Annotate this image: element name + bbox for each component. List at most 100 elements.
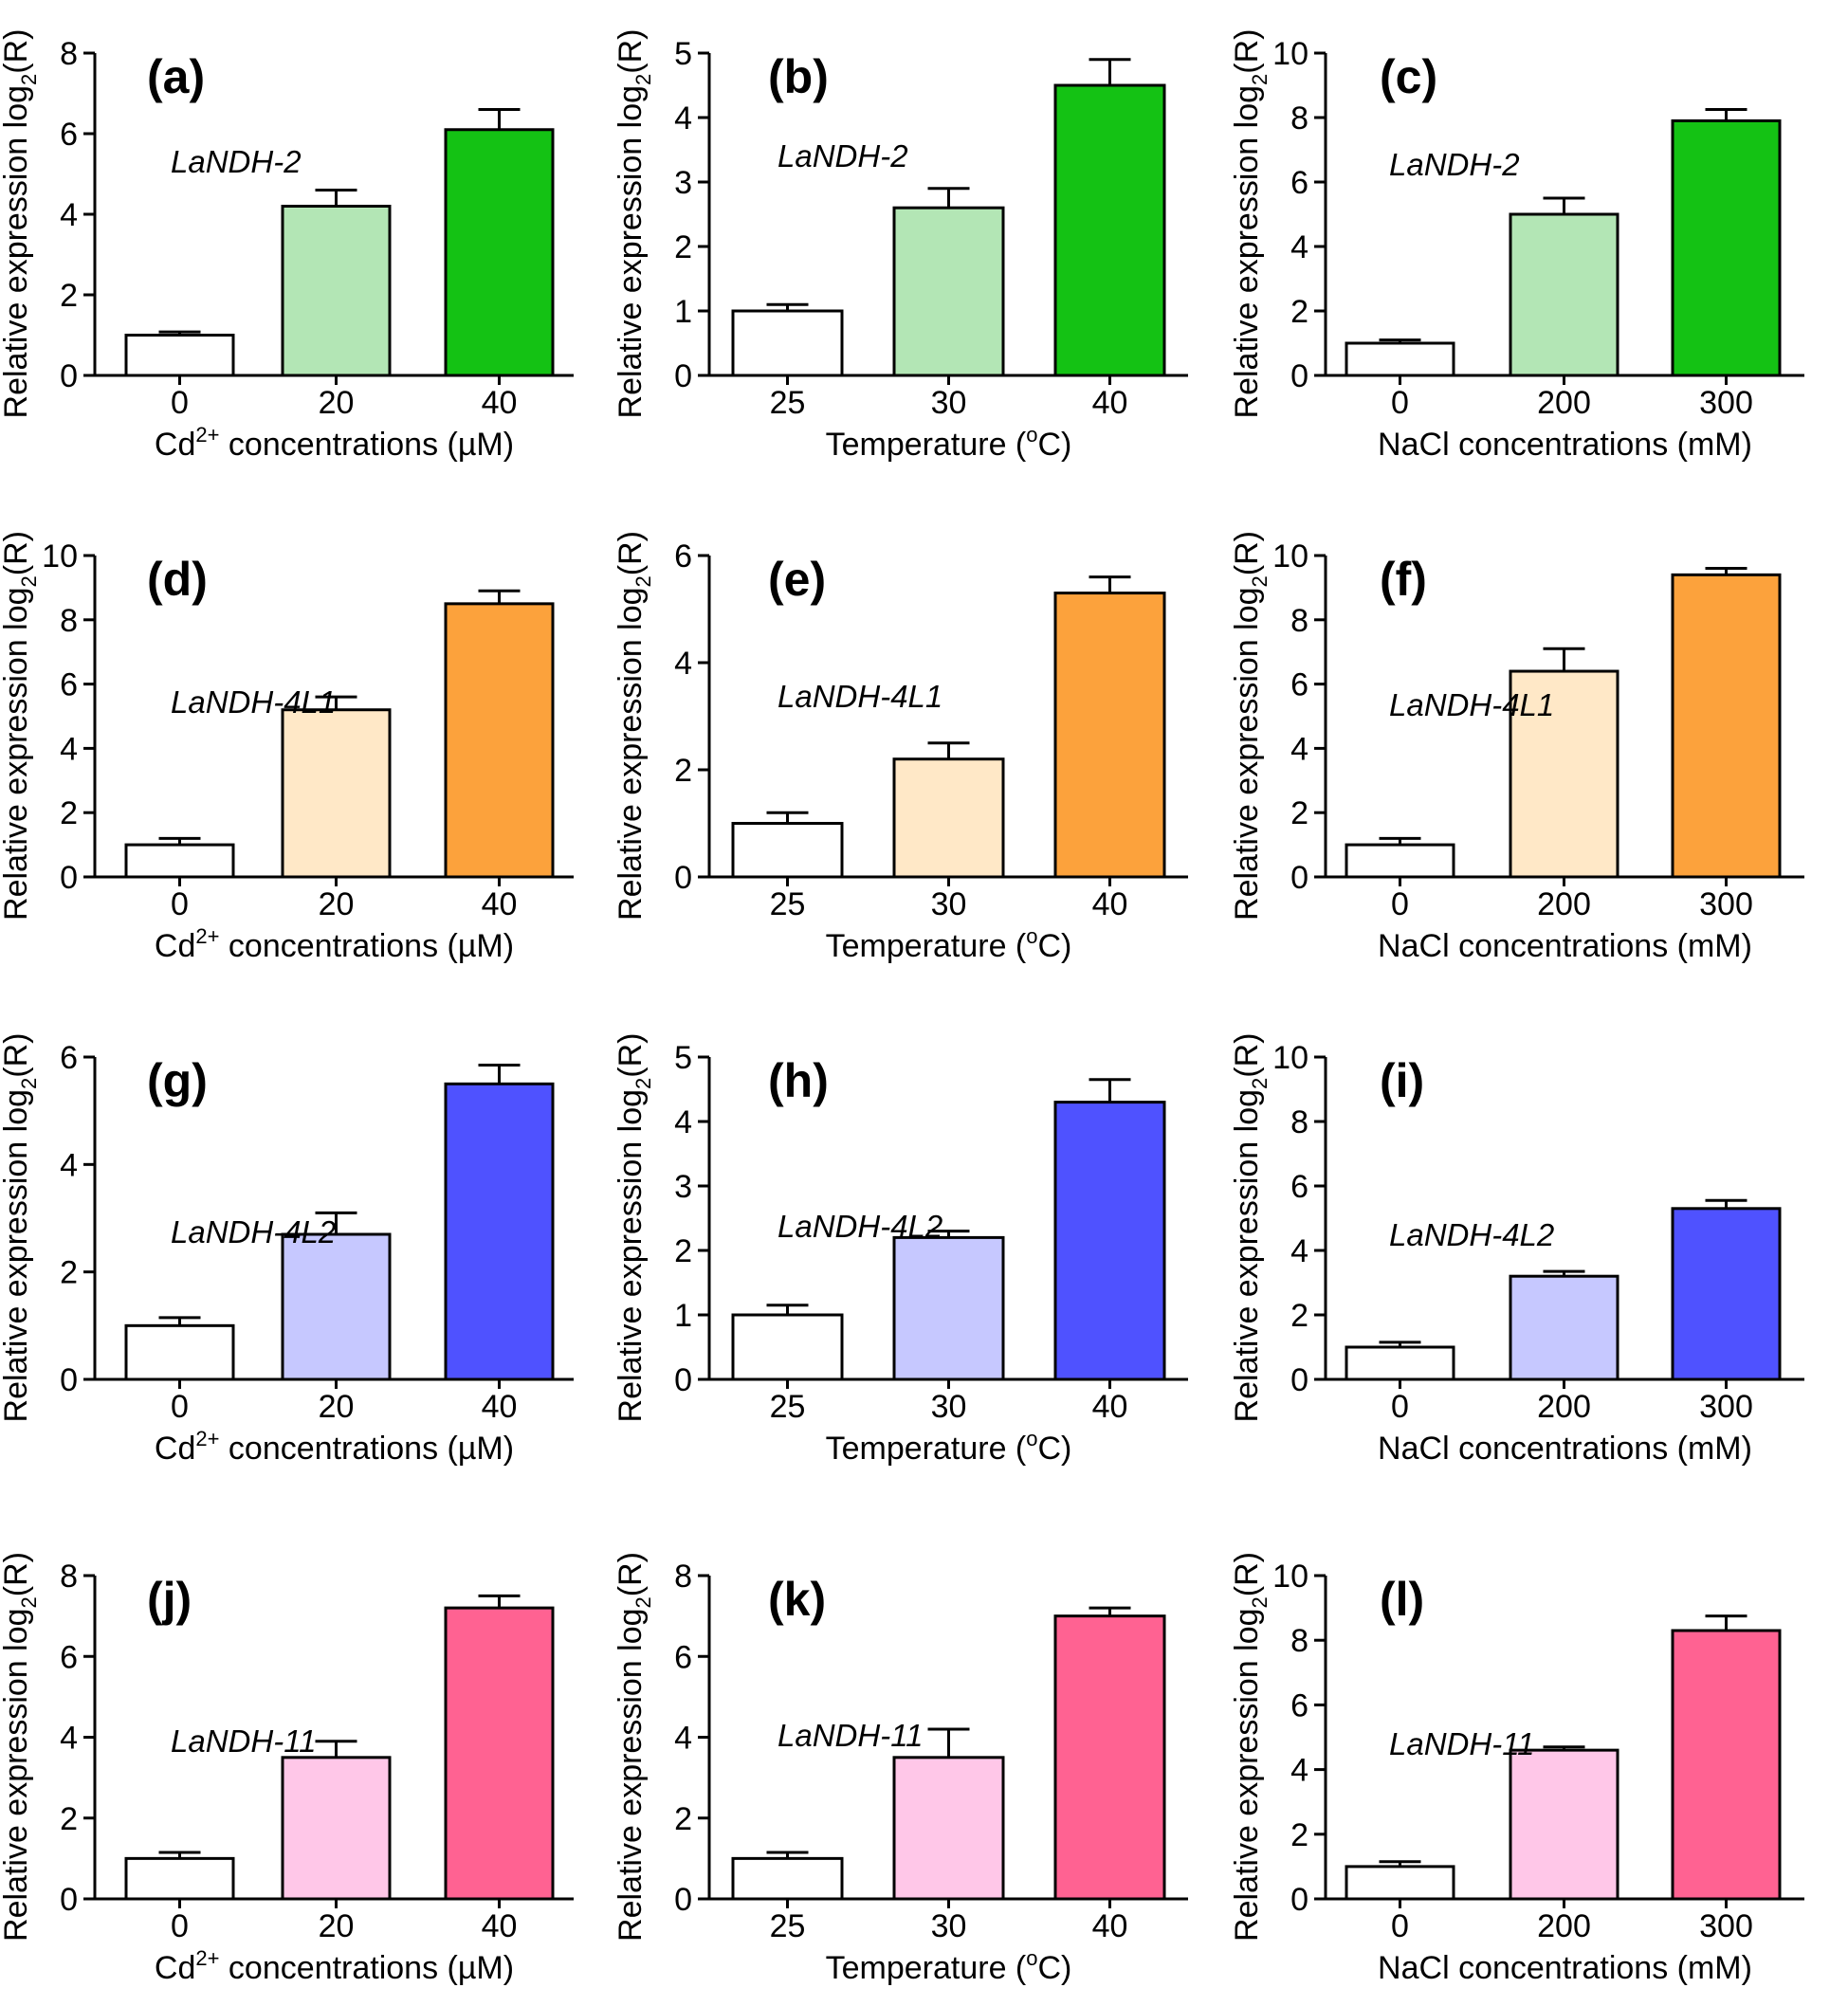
bar <box>892 1235 1005 1381</box>
panel-label: (i) <box>1380 1054 1424 1107</box>
x-axis-title-tail: concentrations (µM) <box>219 928 514 964</box>
x-axis-title-main: NaCl concentrations (mM) <box>1378 427 1752 463</box>
bar <box>1053 83 1166 377</box>
y-axis-title-tail: (R) <box>0 29 34 74</box>
y-tick-label: 6 <box>674 538 692 574</box>
bar <box>892 757 1005 879</box>
bar <box>892 1756 1005 1901</box>
x-tick-label: 0 <box>171 1908 189 1944</box>
y-axis-title: Relative expression log2(R) <box>613 1033 655 1423</box>
x-axis-title-tail: concentrations (µM) <box>219 1431 514 1467</box>
y-axis-title-tail: (R) <box>613 29 649 74</box>
bar <box>1345 843 1455 879</box>
y-axis-title-main: Relative expression log <box>1229 85 1265 419</box>
x-tick-label: 300 <box>1699 1908 1753 1944</box>
y-tick-label: 0 <box>674 358 692 394</box>
y-tick-label: 2 <box>60 1255 78 1291</box>
x-tick-label: 40 <box>1092 1908 1128 1944</box>
chart-panel: 0 1 2 3 4 5 25 30 40 Temperature (oC) Relative exp… <box>613 1033 1188 1467</box>
panel-label: (e) <box>768 553 826 606</box>
bar <box>281 205 392 377</box>
x-axis-title: NaCl concentrations (mM) <box>1378 1431 1752 1467</box>
x-tick-label: 30 <box>931 385 967 421</box>
y-axis-title: Relative expression log2(R) <box>0 531 41 921</box>
y-axis-title-main: Relative expression log <box>1229 587 1265 921</box>
panel-label: (g) <box>147 1054 208 1107</box>
bar <box>1345 341 1455 377</box>
bar <box>124 1856 235 1901</box>
panel-label: (k) <box>768 1573 826 1626</box>
gene-label: LaNDH-2 <box>1389 147 1520 182</box>
bar <box>731 309 844 377</box>
y-tick-label: 6 <box>60 667 78 703</box>
bar <box>1671 1629 1782 1901</box>
bar <box>281 1756 392 1901</box>
y-axis-title-subscript: 2 <box>17 74 41 85</box>
bar <box>124 1323 235 1381</box>
y-tick-label: 10 <box>42 538 78 574</box>
y-axis-title-subscript: 2 <box>1248 1078 1272 1089</box>
x-axis-title-main: Temperature ( <box>826 1950 1027 1986</box>
y-axis-title-tail: (R) <box>613 1552 649 1596</box>
bar <box>1509 1748 1619 1901</box>
y-tick-label: 0 <box>674 1882 692 1918</box>
x-axis-title-tail: C) <box>1038 1431 1072 1467</box>
panel-label: (a) <box>147 50 205 103</box>
y-tick-label: 8 <box>60 603 78 639</box>
x-axis-title: Temperature (oC) <box>826 1427 1072 1467</box>
panel-label: (l) <box>1380 1573 1424 1626</box>
x-axis-title-superscript: o <box>1026 924 1037 948</box>
y-tick-label: 10 <box>1272 538 1308 574</box>
x-axis-title: NaCl concentrations (mM) <box>1378 928 1752 964</box>
y-tick-label: 8 <box>60 36 78 72</box>
y-tick-label: 2 <box>1290 1298 1308 1334</box>
bar <box>1345 1865 1455 1901</box>
y-tick-label: 6 <box>60 117 78 153</box>
x-tick-label: 30 <box>931 1908 967 1944</box>
panel-label: (f) <box>1380 553 1427 606</box>
panel-label: (j) <box>147 1573 192 1626</box>
y-axis-title-tail: (R) <box>1229 1033 1265 1078</box>
y-tick-label: 10 <box>1272 36 1308 72</box>
x-tick-label: 0 <box>171 1389 189 1425</box>
y-axis-title-subscript: 2 <box>631 1078 655 1089</box>
y-axis-title: Relative expression log2(R) <box>0 1552 41 1942</box>
bar <box>1053 592 1166 879</box>
y-axis-title-main: Relative expression log <box>0 1608 34 1942</box>
y-tick-label: 6 <box>1290 1169 1308 1205</box>
panel-label: (h) <box>768 1054 829 1107</box>
bar <box>731 822 844 879</box>
y-axis-title: Relative expression log2(R) <box>1229 1552 1272 1942</box>
x-axis-title-superscript: 2+ <box>195 1427 219 1450</box>
y-tick-label: 4 <box>674 1104 692 1140</box>
x-tick-label: 40 <box>1092 886 1128 922</box>
bar <box>1509 1274 1619 1381</box>
y-axis-title-tail: (R) <box>613 1033 649 1078</box>
x-tick-label: 20 <box>319 886 355 922</box>
y-axis-title-main: Relative expression log <box>613 1608 649 1942</box>
gene-label: LaNDH-11 <box>1389 1726 1534 1761</box>
y-tick-label: 0 <box>1290 358 1308 394</box>
bar <box>281 708 392 879</box>
y-tick-label: 0 <box>1290 1362 1308 1398</box>
x-tick-label: 25 <box>770 385 806 421</box>
x-tick-label: 20 <box>319 1389 355 1425</box>
y-axis-title: Relative expression log2(R) <box>613 1552 655 1942</box>
x-axis-title-main: NaCl concentrations (mM) <box>1378 928 1752 964</box>
y-axis-title-main: Relative expression log <box>613 587 649 921</box>
y-axis-title-main: Relative expression log <box>613 85 649 419</box>
x-axis-title: Temperature (oC) <box>826 924 1072 964</box>
y-tick-label: 3 <box>674 165 692 201</box>
y-axis-title-tail: (R) <box>0 531 34 575</box>
x-tick-label: 0 <box>1391 886 1409 922</box>
x-axis-title-tail: concentrations (µM) <box>219 427 514 463</box>
y-tick-label: 6 <box>1290 165 1308 201</box>
bar <box>1509 669 1619 879</box>
gene-label: LaNDH-4L2 <box>171 1214 336 1249</box>
y-axis-title: Relative expression log2(R) <box>0 1033 41 1423</box>
bar <box>444 1082 555 1381</box>
y-axis-title-main: Relative expression log <box>1229 1608 1265 1942</box>
